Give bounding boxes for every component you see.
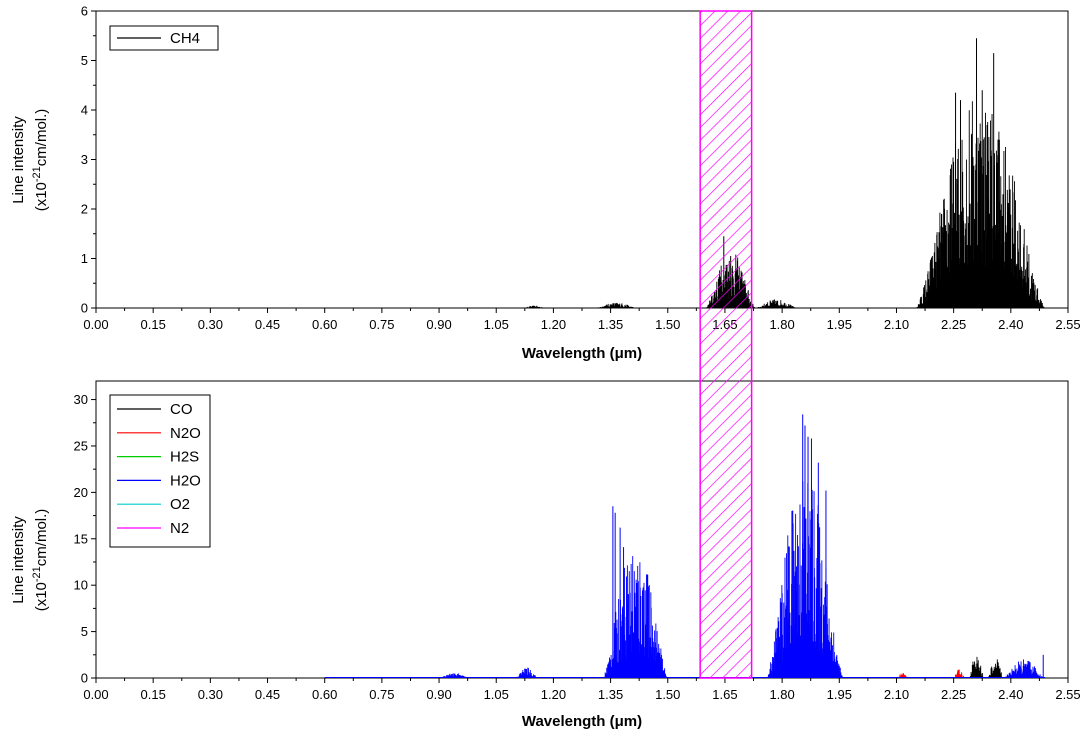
top-x-tick-label: 2.40 <box>998 317 1023 332</box>
highlight-band <box>699 10 753 679</box>
bottom-y-tick-label: 15 <box>74 531 88 546</box>
bottom-x-axis: 0.00 0.15 0.30 0.45 0.60 0.75 0.90 1.05 1.20 1.35… <box>83 678 1081 702</box>
bottom-x-tick-label: 2.55 <box>1055 687 1080 702</box>
bottom-x-tick-label: 2.25 <box>941 687 966 702</box>
top-x-tick-label: 1.20 <box>541 317 566 332</box>
top-y-axis: 0 1 2 3 4 5 6 <box>81 4 96 316</box>
bottom-x-tick-label: 2.40 <box>998 687 1023 702</box>
top-y-axis-unit: (x10-21cm/mol.) <box>31 109 50 212</box>
spectrum-band-h2o <box>515 667 539 678</box>
spectrum-band-h2o <box>602 556 668 678</box>
top-x-tick-label: 0.00 <box>83 317 108 332</box>
bottom-panel: 0 5 10 15 20 25 30 0.00 0.15 0.30 0.45 0.60 0.75 0.9… <box>10 380 1081 730</box>
legend-label-n2o: N2O <box>170 425 201 442</box>
bottom-x-tick-label: 0.60 <box>312 687 337 702</box>
spectrum-band-co <box>968 656 985 678</box>
top-x-tick-label: 1.05 <box>484 317 509 332</box>
top-x-tick-label: 0.60 <box>312 317 337 332</box>
bottom-y-tick-label: 10 <box>74 578 88 593</box>
top-x-tick-label: 0.15 <box>141 317 166 332</box>
bottom-x-tick-label: 0.30 <box>198 687 223 702</box>
spectrum-band-ch4 <box>522 305 546 308</box>
bottom-y-tick-label: 25 <box>74 438 88 453</box>
bottom-x-tick-label: 1.95 <box>827 687 852 702</box>
bottom-x-tick-label: 0.45 <box>255 687 280 702</box>
top-x-tick-label: 1.95 <box>827 317 852 332</box>
spectrum-band-n2o <box>953 669 966 678</box>
bottom-x-tick-label: 1.35 <box>598 687 623 702</box>
bottom-x-tick-label: 0.15 <box>141 687 166 702</box>
top-plot-frame <box>95 10 1069 309</box>
top-plot-area <box>522 38 1046 308</box>
bottom-x-tick-label: 1.65 <box>712 687 737 702</box>
top-y-tick-label: 6 <box>81 4 88 19</box>
spectrum-band-ch4 <box>755 299 798 308</box>
legend-label-ch4: CH4 <box>170 30 200 47</box>
top-y-tick-label: 3 <box>81 152 88 167</box>
top-x-tick-label: 1.35 <box>598 317 623 332</box>
legend-label-h2s: H2S <box>170 449 199 466</box>
legend-label-n2: N2 <box>170 520 189 537</box>
spectrum-band-co <box>987 659 1004 678</box>
top-panel: 0 1 2 3 4 5 6 0.00 0.15 0.30 0.45 0.60 0.75 0.90 1.05… <box>10 4 1081 363</box>
bottom-y-tick-label: 30 <box>74 392 88 407</box>
bottom-y-axis: 0 5 10 15 20 25 30 <box>74 392 96 686</box>
top-x-tick-label: 2.25 <box>941 317 966 332</box>
top-x-tick-label: 0.30 <box>198 317 223 332</box>
top-x-axis-title: Wavelength (μm) <box>522 345 642 362</box>
legend-label-h2o: H2O <box>170 472 201 489</box>
top-x-tick-label: 2.55 <box>1055 317 1080 332</box>
top-legend: CH4 <box>109 25 219 51</box>
bottom-y-tick-label: 5 <box>81 624 88 639</box>
legend-label-o2: O2 <box>170 496 190 513</box>
bottom-y-axis-title: Line intensity <box>10 516 27 604</box>
top-x-tick-label: 0.75 <box>369 317 394 332</box>
bottom-plot-frame <box>95 380 1069 679</box>
legend-label-co: CO <box>170 401 193 418</box>
bottom-y-tick-label: 0 <box>81 671 88 686</box>
bottom-x-tick-label: 2.10 <box>884 687 909 702</box>
bottom-legend: CO N2O H2S H2O O2 N2 <box>109 394 211 548</box>
top-y-tick-label: 5 <box>81 53 88 68</box>
bottom-legend-box <box>109 394 211 548</box>
top-x-tick-label: 1.80 <box>769 317 794 332</box>
bottom-x-tick-label: 0.90 <box>426 687 451 702</box>
top-x-tick-label: 0.90 <box>426 317 451 332</box>
bottom-x-axis-title: Wavelength (μm) <box>522 713 642 730</box>
top-y-tick-label: 2 <box>81 202 88 217</box>
top-x-tick-label: 2.10 <box>884 317 909 332</box>
bottom-x-tick-label: 1.20 <box>541 687 566 702</box>
bottom-y-axis-unit: (x10-21cm/mol.) <box>31 509 50 612</box>
top-y-tick-label: 1 <box>81 251 88 266</box>
top-y-tick-label: 0 <box>81 301 88 316</box>
bottom-x-tick-label: 1.80 <box>769 687 794 702</box>
top-y-tick-label: 4 <box>81 103 88 118</box>
bottom-plot-area <box>324 414 1046 678</box>
bottom-y-tick-label: 20 <box>74 485 88 500</box>
bottom-x-tick-label: 1.05 <box>484 687 509 702</box>
spectrum-band-ch4 <box>915 101 1046 308</box>
top-x-axis: 0.00 0.15 0.30 0.45 0.60 0.75 0.90 1.05 1.20 1.35… <box>83 308 1081 332</box>
bottom-x-tick-label: 0.75 <box>369 687 394 702</box>
top-x-tick-label: 0.45 <box>255 317 280 332</box>
bottom-x-tick-label: 0.00 <box>83 687 108 702</box>
spectrum-band-ch4 <box>595 302 638 308</box>
top-x-tick-label: 1.50 <box>655 317 680 332</box>
bottom-x-tick-label: 1.50 <box>655 687 680 702</box>
spectrum-band-h2o <box>1003 659 1046 678</box>
top-y-axis-title: Line intensity <box>10 116 27 204</box>
